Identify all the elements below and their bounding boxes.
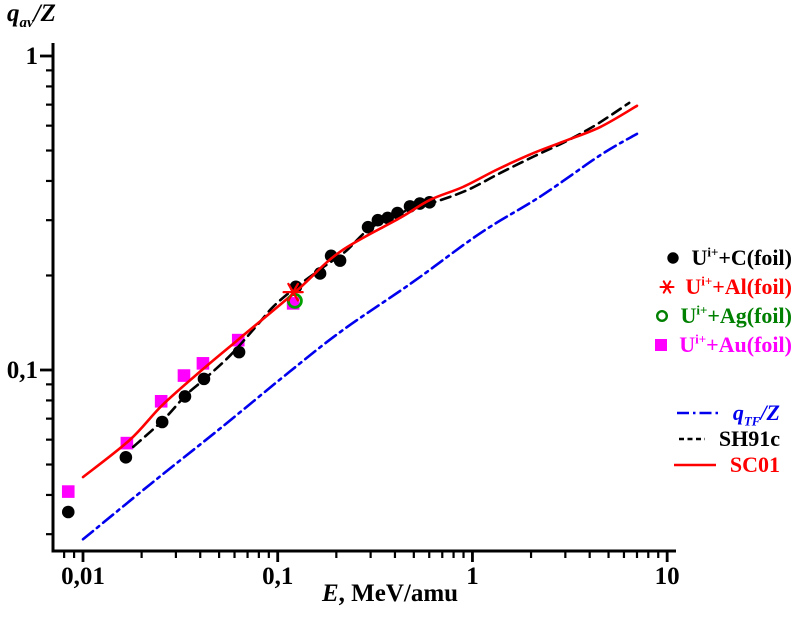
y-title-sub: av: [19, 15, 34, 31]
legend-markers: Ui++C(foil) Ui++Al(foil) Ui++Ag(foil) Ui…: [648, 243, 792, 359]
open-circle-icon: [649, 305, 675, 327]
legend-item-sc01: SC01: [672, 452, 780, 478]
legend-item-qtf: qTF/Z: [672, 400, 780, 429]
svg-text:1: 1: [466, 563, 479, 590]
x-title-rest: , MeV/amu: [338, 580, 459, 607]
x-axis-title: E, MeV/amu: [0, 580, 780, 608]
dashed-line-icon: [677, 435, 707, 443]
filled-circle-icon: [660, 247, 686, 269]
svg-text:0,1: 0,1: [262, 563, 293, 590]
legend-item-u-c: Ui++C(foil): [648, 243, 792, 272]
solid-line-icon: [672, 461, 718, 469]
legend-item-u-ag: Ui++Ag(foil): [648, 301, 792, 330]
asterisk-icon: [654, 276, 680, 298]
y-title-rest: /Z: [33, 0, 56, 27]
legend-lines: qTF/Z SH91c SC01: [672, 400, 780, 478]
legend-label: SH91c: [718, 426, 780, 451]
legend-item-u-au: Ui++Au(foil): [648, 330, 792, 359]
svg-text:0,01: 0,01: [61, 563, 105, 590]
svg-text:0,1: 0,1: [7, 357, 38, 384]
y-title-base: q: [7, 0, 20, 27]
legend-label: qTF/Z: [732, 400, 780, 429]
legend-label: Ui++Ag(foil): [680, 302, 792, 328]
legend-label: Ui++C(foil): [691, 244, 792, 270]
legend-label: SC01: [729, 452, 780, 477]
filled-square-icon: [648, 334, 674, 356]
legend-item-u-al: Ui++Al(foil): [648, 272, 792, 301]
svg-text:1: 1: [26, 43, 39, 70]
dashdot-line-icon: [675, 409, 721, 417]
y-axis-title: qav/Z: [7, 0, 56, 31]
x-title-em: E: [321, 580, 339, 607]
legend-item-sh91c: SH91c: [672, 426, 780, 452]
legend-label: Ui++Al(foil): [685, 273, 792, 299]
svg-text:10: 10: [655, 563, 680, 590]
legend-label: Ui++Au(foil): [679, 331, 792, 357]
